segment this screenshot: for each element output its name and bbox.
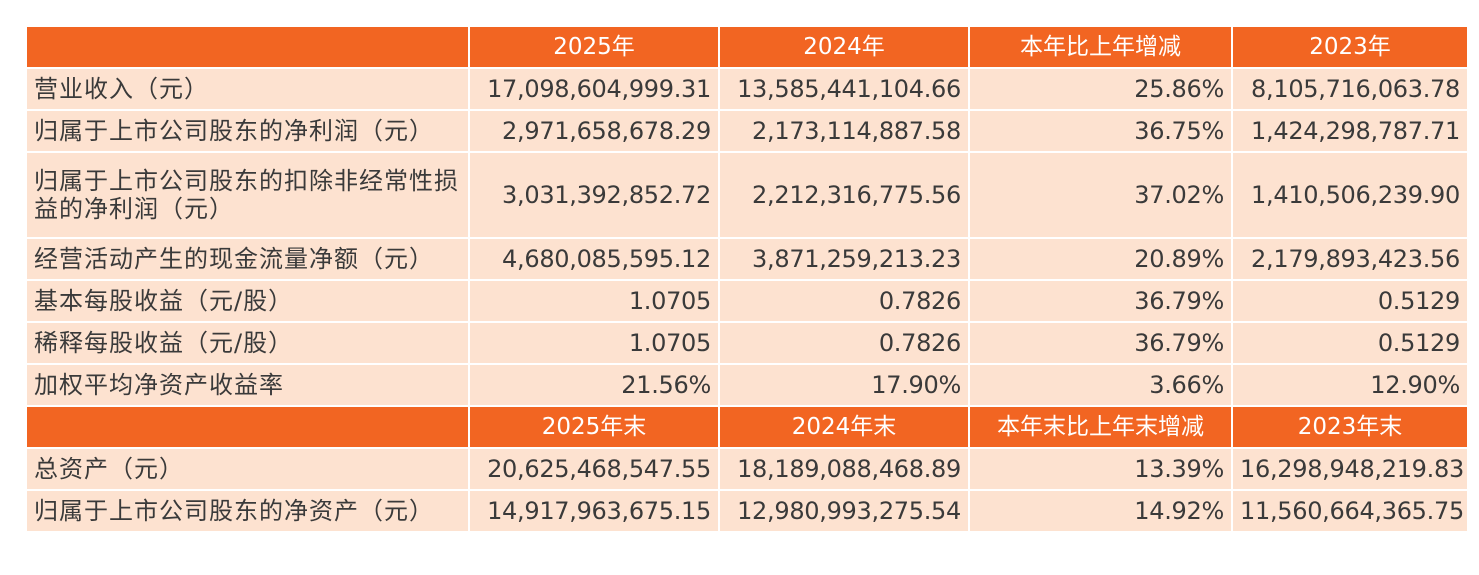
header-cell-2023: 2023年 xyxy=(1231,25,1469,69)
row-label: 归属于上市公司股东的净利润（元） xyxy=(25,109,470,153)
value-change: 13.39% xyxy=(968,447,1233,491)
value-change: 3.66% xyxy=(968,363,1233,407)
value-change: 20.89% xyxy=(968,237,1233,281)
value-2024: 2,173,114,887.58 xyxy=(718,109,970,153)
header-cell-blank xyxy=(25,25,470,69)
row-label: 基本每股收益（元/股） xyxy=(25,279,470,323)
row-label: 加权平均净资产收益率 xyxy=(25,363,470,407)
value-2023: 8,105,716,063.78 xyxy=(1231,67,1469,111)
header-cell-2024: 2024年 xyxy=(718,25,970,69)
header-cell-2025-end: 2025年末 xyxy=(468,405,720,449)
table-row: 经营活动产生的现金流量净额（元） 4,680,085,595.12 3,871,… xyxy=(25,237,1469,281)
value-2024: 13,585,441,104.66 xyxy=(718,67,970,111)
row-label: 归属于上市公司股东的扣除非经常性损益的净利润（元） xyxy=(25,151,470,239)
value-2025: 20,625,468,547.55 xyxy=(468,447,720,491)
value-2024: 12,980,993,275.54 xyxy=(718,489,970,533)
value-2023: 11,560,664,365.75 xyxy=(1231,489,1469,533)
value-2023: 1,424,298,787.71 xyxy=(1231,109,1469,153)
value-change: 37.02% xyxy=(968,151,1233,239)
header-row-annual: 2025年 2024年 本年比上年增减 2023年 xyxy=(25,25,1469,69)
value-2024: 18,189,088,468.89 xyxy=(718,447,970,491)
value-change: 14.92% xyxy=(968,489,1233,533)
value-change: 36.79% xyxy=(968,321,1233,365)
value-2025: 1.0705 xyxy=(468,279,720,323)
value-2023: 2,179,893,423.56 xyxy=(1231,237,1469,281)
value-2025: 1.0705 xyxy=(468,321,720,365)
value-2023: 0.5129 xyxy=(1231,321,1469,365)
value-2023: 16,298,948,219.83 xyxy=(1231,447,1469,491)
header-cell-yoy-change: 本年比上年增减 xyxy=(968,25,1233,69)
value-2025: 2,971,658,678.29 xyxy=(468,109,720,153)
value-2025: 4,680,085,595.12 xyxy=(468,237,720,281)
value-2024: 0.7826 xyxy=(718,321,970,365)
value-2025: 21.56% xyxy=(468,363,720,407)
row-label: 归属于上市公司股东的净资产（元） xyxy=(25,489,470,533)
table-row: 基本每股收益（元/股） 1.0705 0.7826 36.79% 0.5129 xyxy=(25,279,1469,323)
value-2023: 0.5129 xyxy=(1231,279,1469,323)
value-2023: 12.90% xyxy=(1231,363,1469,407)
value-2024: 2,212,316,775.56 xyxy=(718,151,970,239)
table-row: 营业收入（元） 17,098,604,999.31 13,585,441,104… xyxy=(25,67,1469,111)
financial-summary-table: 2025年 2024年 本年比上年增减 2023年 营业收入（元） 17,098… xyxy=(25,25,1469,533)
value-change: 36.79% xyxy=(968,279,1233,323)
header-cell-2024-end: 2024年末 xyxy=(718,405,970,449)
value-change: 25.86% xyxy=(968,67,1233,111)
value-change: 36.75% xyxy=(968,109,1233,153)
header-row-year-end: 2025年末 2024年末 本年末比上年末增减 2023年末 xyxy=(25,405,1469,449)
row-label: 总资产（元） xyxy=(25,447,470,491)
header-cell-2023-end: 2023年末 xyxy=(1231,405,1469,449)
value-2023: 1,410,506,239.90 xyxy=(1231,151,1469,239)
row-label: 营业收入（元） xyxy=(25,67,470,111)
row-label: 稀释每股收益（元/股） xyxy=(25,321,470,365)
table-row: 总资产（元） 20,625,468,547.55 18,189,088,468.… xyxy=(25,447,1469,491)
header-cell-2025: 2025年 xyxy=(468,25,720,69)
table-row: 归属于上市公司股东的净资产（元） 14,917,963,675.15 12,98… xyxy=(25,489,1469,533)
value-2024: 17.90% xyxy=(718,363,970,407)
value-2025: 3,031,392,852.72 xyxy=(468,151,720,239)
table-row: 加权平均净资产收益率 21.56% 17.90% 3.66% 12.90% xyxy=(25,363,1469,407)
row-label: 经营活动产生的现金流量净额（元） xyxy=(25,237,470,281)
table-row: 归属于上市公司股东的扣除非经常性损益的净利润（元） 3,031,392,852.… xyxy=(25,151,1469,239)
value-2025: 17,098,604,999.31 xyxy=(468,67,720,111)
header-cell-yoy-end-change: 本年末比上年末增减 xyxy=(968,405,1233,449)
table-row: 稀释每股收益（元/股） 1.0705 0.7826 36.79% 0.5129 xyxy=(25,321,1469,365)
value-2024: 3,871,259,213.23 xyxy=(718,237,970,281)
value-2024: 0.7826 xyxy=(718,279,970,323)
value-2025: 14,917,963,675.15 xyxy=(468,489,720,533)
table-row: 归属于上市公司股东的净利润（元） 2,971,658,678.29 2,173,… xyxy=(25,109,1469,153)
header-cell-blank xyxy=(25,405,470,449)
